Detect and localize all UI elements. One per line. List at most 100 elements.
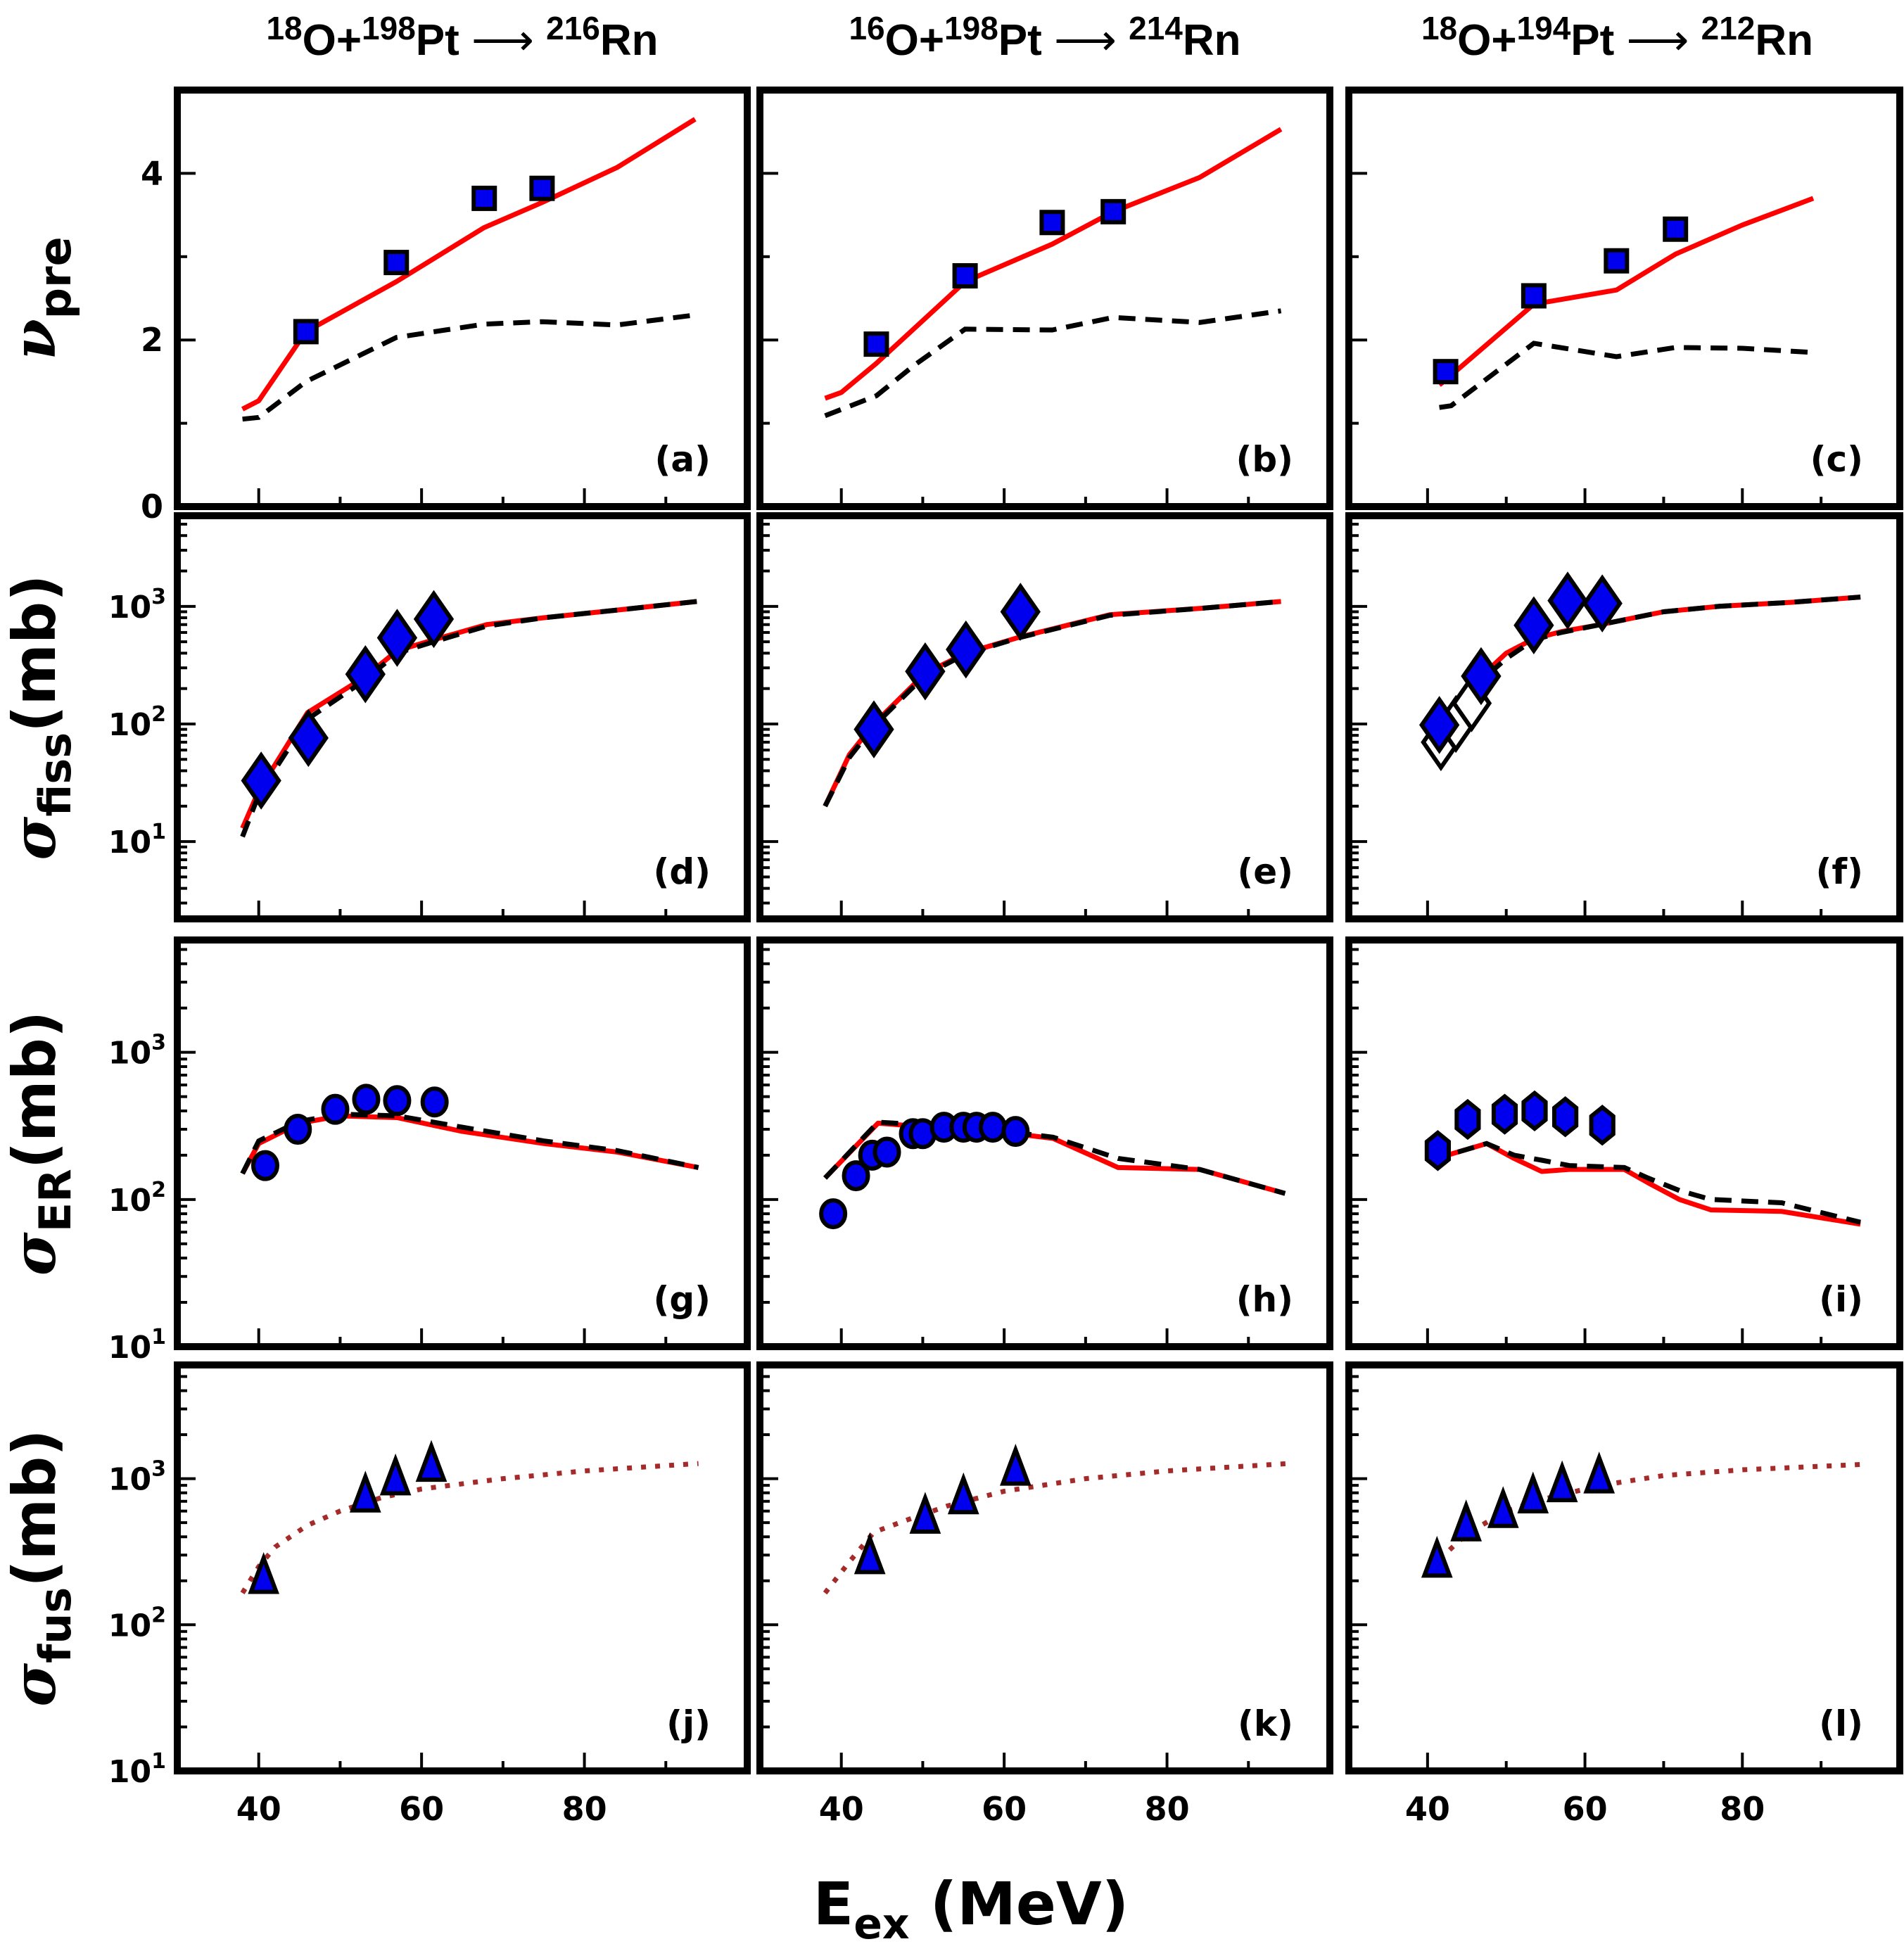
circle-marker — [321, 1093, 350, 1125]
y-axis-label: νpre — [0, 236, 81, 360]
dashed-model-line — [1437, 595, 1861, 738]
y-label-symbol: σ — [0, 1663, 69, 1707]
x-tick-label: 80 — [1145, 1790, 1190, 1828]
plot-area — [1433, 196, 1815, 410]
column-title: 16O+198Pt ⟶ 214Rn — [849, 10, 1240, 65]
solid-model-line — [1437, 595, 1861, 737]
projectile-symbol: O+ — [1457, 16, 1516, 65]
plot-area — [823, 583, 1281, 808]
panel-frame — [756, 87, 1333, 510]
hexagon-marker — [1424, 1130, 1451, 1171]
solid-model-line — [1433, 1141, 1861, 1227]
dashed-model-line — [1433, 1141, 1861, 1225]
y-label-symbol: σ — [0, 817, 69, 860]
y-tick-label: 0 — [141, 488, 163, 526]
compound-symbol: Rn — [1183, 16, 1241, 65]
y-tick-exponent: 2 — [151, 1603, 166, 1627]
y-tick-base: 10 — [108, 1330, 151, 1366]
square-marker — [1433, 359, 1459, 385]
dashed-model-line — [1439, 341, 1814, 410]
x-tick-label: 80 — [1720, 1790, 1765, 1828]
y-tick-base: 10 — [108, 825, 151, 860]
x-axis-title: Eex (MeV) — [813, 1869, 1129, 1944]
y-label-subscript: fiss — [30, 732, 81, 817]
y-tick-label: 103 — [108, 1031, 166, 1072]
x-axis-label: Eex (MeV) — [813, 1869, 1129, 1944]
square-marker — [863, 331, 889, 357]
y-tick-exponent: 2 — [151, 1178, 166, 1202]
target-mass: 198 — [362, 10, 416, 46]
panel-b: (b) — [756, 87, 1333, 510]
panel-label: (l) — [1819, 1703, 1863, 1744]
x-label-unit: (MeV) — [910, 1869, 1129, 1938]
plot-area — [240, 590, 697, 838]
y-axis-label: σfus(mb) — [0, 1429, 81, 1706]
panel-frame — [756, 936, 1333, 1350]
hexagon-marker — [1589, 1105, 1616, 1146]
triangle-marker — [947, 1472, 979, 1515]
y-tick-base: 10 — [108, 1462, 151, 1498]
x-tick-label: 40 — [1405, 1790, 1450, 1828]
panel-frame — [756, 512, 1333, 922]
triangle-marker — [1487, 1486, 1519, 1528]
panel-h: (h) — [756, 936, 1333, 1350]
plot-area — [823, 1444, 1290, 1595]
x-tick-label: 40 — [236, 1790, 281, 1828]
triangle-marker — [379, 1453, 412, 1496]
solid-model-line — [824, 127, 1283, 401]
triangle-marker — [1583, 1451, 1616, 1494]
panel-frame — [174, 512, 751, 922]
diamond-marker — [853, 700, 894, 758]
diamond-marker — [946, 620, 986, 679]
panel-k: 40 60 80 (k) — [756, 1361, 1333, 1828]
panel-label: (b) — [1236, 439, 1294, 480]
column-titles: 18O+198Pt ⟶ 216Rn 16O+198Pt ⟶ 214Rn 18 O+ 19… — [266, 10, 1813, 65]
plot-area — [1419, 571, 1861, 772]
y-tick-exponent: 1 — [151, 1749, 166, 1774]
panel-label: (d) — [654, 851, 711, 892]
panel-i: (i) — [1345, 936, 1903, 1350]
y-tick-label: 103 — [108, 585, 166, 625]
compound-symbol: Rn — [1755, 16, 1813, 65]
solid-model-line — [241, 117, 697, 412]
square-marker — [1039, 210, 1065, 236]
projectile-mass: 18 — [266, 10, 302, 46]
y-tick-label: 2 — [141, 321, 163, 359]
y-tick-base: 10 — [108, 707, 151, 743]
column-title: 18O+198Pt ⟶ 216Rn — [266, 10, 658, 65]
square-marker — [529, 175, 555, 201]
plot-area — [240, 1440, 699, 1594]
diamond-marker — [905, 642, 946, 701]
hexagon-marker — [1454, 1098, 1481, 1141]
y-label-unit: (mb) — [0, 574, 69, 732]
panel-label: (j) — [666, 1703, 711, 1744]
diamond-marker — [1461, 647, 1502, 706]
target-symbol: Pt — [998, 16, 1042, 65]
y-tick-base: 10 — [108, 1036, 151, 1072]
y-tick-exponent: 1 — [151, 820, 166, 844]
panel-frame — [1345, 1361, 1903, 1774]
plot-area — [240, 1084, 699, 1181]
panel-e: (e) — [756, 512, 1333, 922]
panel-a: 0 2 4 (a) — [141, 87, 751, 526]
panel-label: (c) — [1810, 439, 1863, 480]
y-tick-label: 102 — [108, 1178, 166, 1219]
y-tick-label: 101 — [108, 1325, 166, 1366]
y-tick-label: 102 — [108, 702, 166, 743]
square-marker — [293, 319, 319, 345]
dotted-model-line — [823, 1461, 1290, 1595]
triangle-marker — [1450, 1499, 1482, 1542]
square-marker — [471, 185, 497, 211]
circle-marker — [420, 1086, 449, 1118]
hexagon-marker — [1552, 1096, 1579, 1138]
triangle-marker — [909, 1492, 941, 1534]
y-tick-base: 10 — [108, 590, 151, 625]
compound-mass: 216 — [546, 10, 600, 46]
panel-frame — [1345, 512, 1903, 922]
x-label-symbol: E — [813, 1869, 853, 1938]
diamond-marker — [241, 751, 281, 810]
plot-area — [1421, 1451, 1861, 1578]
x-tick-label: 60 — [982, 1790, 1027, 1828]
panel-c: (c) — [1345, 87, 1903, 510]
